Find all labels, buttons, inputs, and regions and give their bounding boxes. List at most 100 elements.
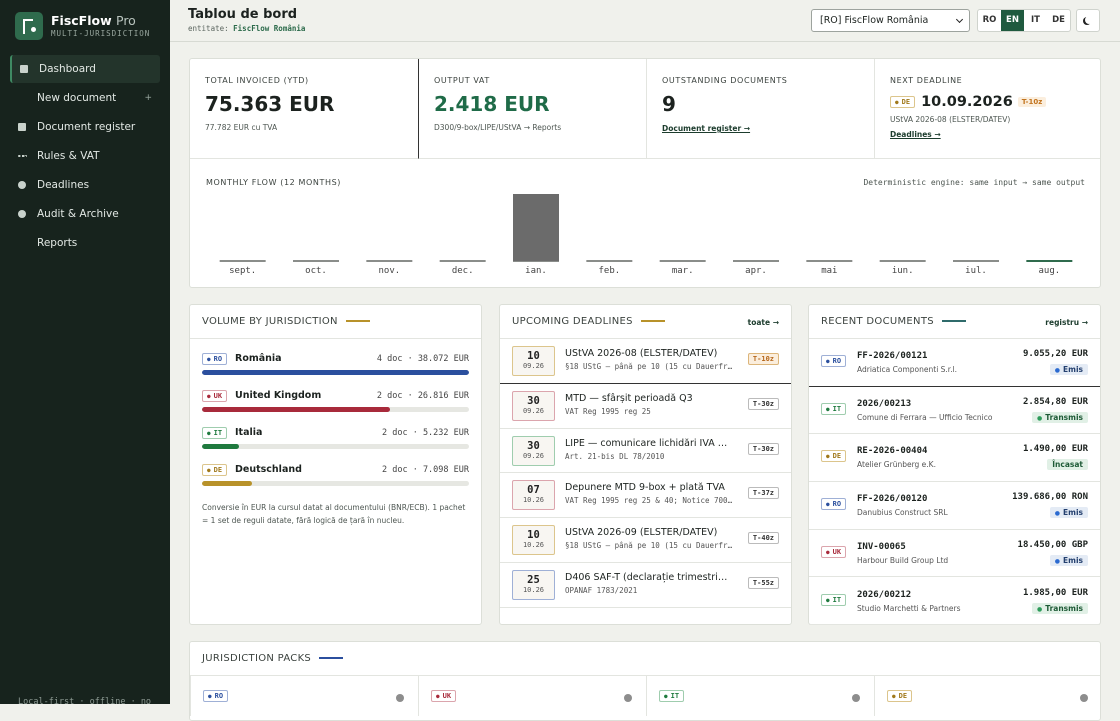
nav-item[interactable]: Dashboard [10, 55, 160, 83]
kpi-link[interactable]: Document register → [662, 124, 751, 133]
date-day: 10 [527, 350, 540, 362]
document-number: 2026/00212 [857, 589, 912, 600]
entity: entitate: FiscFlow România [188, 24, 305, 33]
date-day: 30 [527, 395, 540, 407]
document-row[interactable]: DE RE-2026-00404 Atelier Grünberg e.K. 1.49… [809, 434, 1100, 483]
card-link[interactable]: toate → [747, 318, 779, 327]
jurisdiction-amount: 2 doc · 7.098 EUR [382, 465, 469, 475]
chart-title: MONTHLY FLOW (12 MONTHS) [206, 178, 341, 187]
date-day: 30 [527, 440, 540, 452]
language-button[interactable]: DE [1052, 15, 1065, 25]
document-status: Transmis [1032, 602, 1088, 614]
nav-icon [20, 65, 28, 73]
deadline-row[interactable]: 30 09.26 MTD — sfârșit perioadă Q3 VAT Reg … [500, 384, 791, 429]
deadline-badge: T-30z [747, 398, 779, 410]
jurisdiction-row: IT Italia 2 doc · 5.232 EUR [190, 427, 481, 457]
recent-card: RECENT DOCUMENTS registru → RO FF-2026/0012… [808, 304, 1101, 626]
document-row[interactable]: IT 2026/00212 Studio Marchetti & Partners 1… [809, 578, 1100, 626]
nav-add: + [144, 93, 152, 103]
card-header: VOLUME BY JURISDICTION [190, 305, 481, 339]
date-box: 10 10.26 [512, 525, 555, 555]
date-day: 07 [527, 484, 540, 496]
document-row[interactable]: RO FF-2026/00121 Adriatica Componenti S.r.… [809, 339, 1100, 387]
date-box: 10 09.26 [512, 346, 555, 376]
date-day: 10 [527, 529, 540, 541]
deadline-badge: T-40z [747, 532, 779, 544]
country-code: IT [202, 427, 228, 439]
kpi-link[interactable]: Deadlines → [890, 130, 941, 139]
nav-item[interactable]: Document register [10, 113, 160, 141]
pack-status [852, 694, 860, 702]
tagline: MULTI-JURISDICTION [51, 29, 151, 38]
x-tick-label: mar. [672, 266, 694, 276]
kpi-value-text: 9 [662, 92, 676, 116]
document-number: FF-2026/00120 [857, 494, 928, 505]
packs-card: JURISDICTION PACKS RO UK IT DE [189, 641, 1101, 721]
entity-select[interactable]: [RO] FiscFlow România [811, 9, 970, 32]
jurisdiction-amount: 4 doc · 38.072 EUR [376, 354, 469, 364]
document-number: 2026/00213 [857, 398, 912, 409]
baseline [806, 260, 853, 262]
theme-toggle[interactable] [1076, 9, 1100, 32]
volume-bar [202, 444, 239, 449]
baseline [293, 260, 339, 262]
country-code: UK [431, 690, 457, 702]
volume-track [202, 444, 469, 449]
country-code: IT [821, 402, 847, 415]
x-tick-label: feb. [598, 266, 620, 276]
document-row[interactable]: UK INV-00065 Harbour Build Group Ltd 18.450… [809, 530, 1100, 578]
country-code: DE [202, 464, 228, 476]
card-link[interactable]: registru → [1045, 318, 1088, 327]
x-tick-label: nov. [378, 266, 400, 276]
kpi-value: 75.363 EUR [205, 92, 334, 116]
document-amount: 139.686,00 RON [1012, 492, 1088, 503]
kpi: OUTPUT VAT 2.418 EUR D300/9-box/LIPE/UStVA… [418, 59, 646, 159]
kpi-value-text: 2.418 EUR [434, 92, 550, 116]
x-tick-label: apr. [745, 266, 767, 276]
country-code: IT [821, 593, 847, 606]
document-status: Emis [1049, 554, 1088, 566]
brand-suffix: Pro [116, 13, 136, 28]
document-client: Danubius Construct SRL [857, 508, 948, 518]
deadline-title: D406 SAF-T (declarație trimestrială) [565, 572, 733, 583]
x-tick-label: mai [821, 266, 837, 276]
date-month: 09.26 [522, 407, 545, 415]
document-number: RE-2026-00404 [857, 446, 928, 457]
kpi-label: OUTPUT VAT [434, 76, 490, 85]
deadline-sub: VAT Reg 1995 reg 25 & 40; Notice 700/22 [565, 496, 733, 505]
baseline [659, 260, 706, 262]
baseline [953, 260, 999, 262]
nav-item[interactable]: Rules & VAT [10, 142, 160, 170]
nav-item[interactable]: New document + [10, 84, 160, 112]
deadline-row[interactable]: 25 10.26 D406 SAF-T (declarație trimestria… [500, 563, 791, 608]
brand: FiscFlow Pro [51, 13, 136, 28]
volume-bar [202, 481, 252, 486]
nav-item[interactable]: Deadlines [10, 171, 160, 199]
deadline-row[interactable]: 07 10.26 Depunere MTD 9-box + plată TVA VAT… [500, 473, 791, 518]
kpi-value-text: 10.09.2026 [921, 94, 1013, 110]
language-button[interactable]: IT [1031, 15, 1040, 25]
card-header: RECENT DOCUMENTS registru → [809, 305, 1100, 339]
deadline-sub: Art. 21-bis DL 78/2010 [565, 452, 665, 461]
country-code: UK [202, 390, 228, 402]
document-row[interactable]: RO FF-2026/00120 Danubius Construct SRL 139… [809, 482, 1100, 530]
date-month: 09.26 [522, 362, 545, 370]
volume-track [202, 481, 469, 486]
country-code: RO [203, 690, 229, 702]
nav-item[interactable]: Reports [10, 229, 160, 257]
deadline-row[interactable]: 10 10.26 UStVA 2026-09 (ELSTER/DATEV) §18 U… [500, 518, 791, 563]
bar [513, 194, 559, 261]
deadline-badge: T-55z [747, 577, 779, 589]
deadline-row[interactable]: 10 09.26 UStVA 2026-08 (ELSTER/DATEV) §18 U… [500, 339, 791, 384]
baseline [366, 260, 413, 262]
nav-item[interactable]: Audit & Archive [10, 200, 160, 228]
deadline-title: Depunere MTD 9-box + plată TVA [565, 482, 725, 493]
pack: IT [646, 676, 874, 716]
deadline-row[interactable]: 30 09.26 LIPE — comunicare lichidări IVA T… [500, 429, 791, 473]
language-button[interactable]: EN [1001, 10, 1024, 31]
language-switch: RO EN IT DE [977, 9, 1071, 32]
baseline [586, 260, 633, 262]
x-tick-label: sept. [229, 266, 256, 276]
language-button[interactable]: RO [982, 15, 997, 25]
document-row[interactable]: IT 2026/00213 Comune di Ferrara — Ufficio … [809, 387, 1100, 435]
